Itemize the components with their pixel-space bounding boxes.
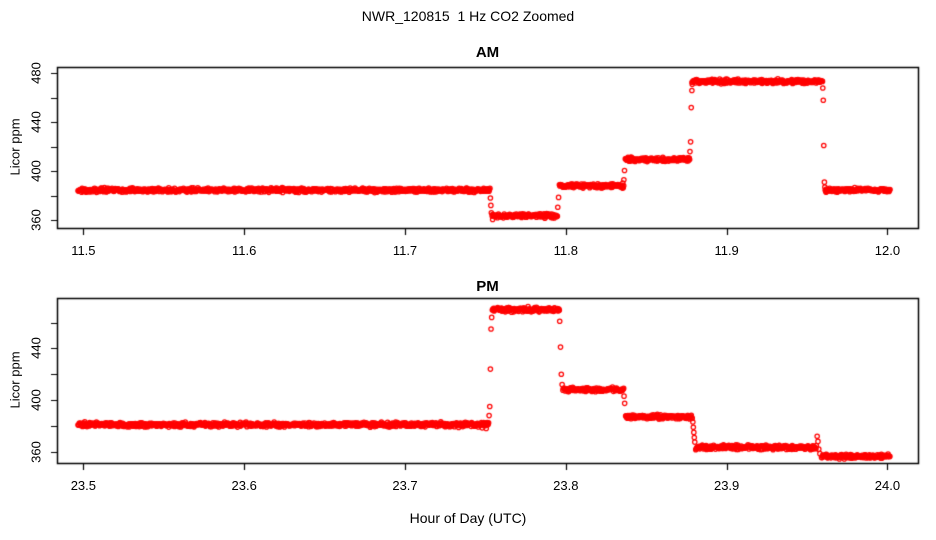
- x-tick-label: 23.7: [392, 478, 418, 493]
- x-axis-label: Hour of Day (UTC): [409, 510, 527, 526]
- y-tick-label: 440: [28, 111, 44, 134]
- x-tick-label: 23.6: [231, 478, 257, 493]
- pm-panel-title: PM: [476, 278, 499, 295]
- y-tick-label: 400: [28, 160, 44, 182]
- x-tick-label: 11.6: [232, 243, 257, 258]
- y-tick-label: 400: [28, 389, 44, 411]
- pm-y-axis-label: Licor ppm: [7, 351, 23, 409]
- x-tick-label: 23.9: [713, 478, 740, 493]
- y-tick-label: 440: [28, 337, 44, 360]
- am-y-axis-label: Licor ppm: [7, 118, 23, 176]
- x-tick-label: 23.8: [553, 478, 579, 493]
- am-panel-title: AM: [475, 44, 500, 61]
- x-tick-label: 11.9: [714, 243, 739, 258]
- x-tick-label: 23.5: [70, 478, 97, 493]
- chart-title: NWR_120815 1 Hz CO2 Zoomed: [361, 8, 575, 24]
- y-tick-label: 360: [28, 440, 44, 463]
- x-tick-label: 11.8: [553, 243, 578, 258]
- y-tick-label: 480: [28, 62, 44, 85]
- x-tick-label: 11.7: [392, 243, 418, 258]
- x-tick-label: 11.5: [71, 243, 96, 258]
- x-tick-label: 24.0: [874, 478, 901, 493]
- y-tick-label: 360: [28, 209, 44, 231]
- x-tick-label: 12.0: [874, 243, 901, 258]
